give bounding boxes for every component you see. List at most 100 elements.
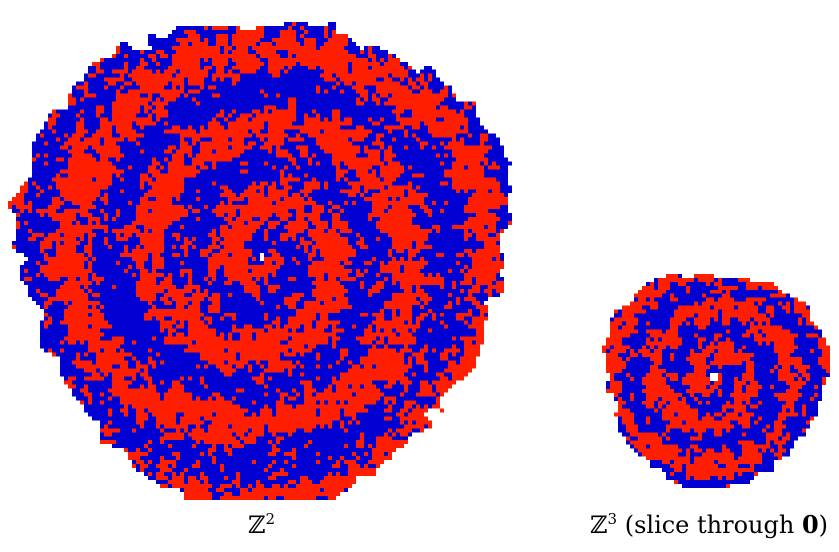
z2-blue-cells	[296, 237, 300, 242]
z2-red-cells	[104, 137, 124, 142]
z2-blue-cells	[304, 197, 308, 202]
z2-blue-cells	[176, 97, 192, 102]
z2-red-cells	[144, 105, 152, 110]
z3-red-cells	[602, 345, 610, 350]
z2-red-cells	[112, 336, 124, 341]
z2-blue-cells	[184, 89, 188, 94]
z2-blue-cells	[304, 364, 316, 369]
z2-blue-cells	[296, 388, 304, 393]
z2-blue-cells	[380, 137, 392, 142]
z2-blue-cells	[64, 340, 68, 345]
z2-blue-cells	[208, 205, 216, 210]
z2-red-cells	[88, 221, 92, 226]
z2-blue-cells	[300, 133, 308, 138]
z2-red-cells	[464, 229, 468, 234]
z2-blue-cells	[132, 460, 136, 465]
z2-red-cells	[368, 352, 404, 357]
z2-blue-cells	[100, 372, 104, 377]
z2-red-cells	[304, 193, 308, 198]
z2-red-cells	[316, 225, 328, 230]
z3-blue-cells	[706, 337, 714, 342]
z3-red-cells	[682, 376, 710, 381]
z2-blue-cells	[116, 53, 124, 58]
z2-blue-cells	[148, 364, 152, 369]
z3-blue-cells	[630, 345, 642, 350]
z2-blue-cells	[108, 157, 116, 162]
z2-blue-cells	[252, 332, 256, 337]
z2-red-cells	[288, 368, 292, 373]
z2-red-cells	[396, 412, 404, 417]
z2-red-cells	[352, 201, 356, 206]
z2-red-cells	[412, 352, 424, 357]
z2-red-cells	[304, 41, 316, 46]
z3-blue-cells	[758, 285, 762, 290]
z2-red-cells	[332, 376, 336, 381]
z3-blue-cells	[758, 329, 762, 334]
z3-blue-cells	[790, 305, 794, 310]
z2-blue-cells	[308, 193, 348, 198]
z3-red-cells	[718, 376, 722, 381]
z2-red-cells	[264, 93, 268, 98]
z2-red-cells	[16, 221, 20, 226]
z2-blue-cells	[20, 272, 36, 277]
z3-red-cells	[762, 329, 790, 334]
z2-blue-cells	[104, 400, 120, 405]
z2-blue-cells	[464, 268, 468, 273]
z2-red-cells	[320, 408, 340, 413]
z2-red-cells	[380, 57, 384, 62]
z2-blue-cells	[132, 352, 156, 357]
z2-red-cells	[256, 276, 260, 281]
z2-blue-cells	[184, 388, 236, 393]
z2-red-cells	[80, 340, 84, 345]
z2-red-cells	[360, 245, 368, 250]
z2-blue-cells	[276, 444, 304, 449]
z2-blue-cells	[372, 340, 376, 345]
z3-red-cells	[618, 400, 626, 405]
z2-blue-cells	[464, 253, 468, 257]
z2-blue-cells	[464, 113, 476, 118]
z2-blue-cells	[80, 356, 96, 361]
z2-red-cells	[272, 109, 296, 114]
z3-red-cells	[630, 376, 634, 381]
z2-blue-cells	[424, 256, 472, 261]
z3-red-cells	[754, 472, 758, 477]
z2-blue-cells	[316, 496, 328, 500]
z3-blue-cells	[630, 333, 650, 338]
z2-red-cells	[212, 420, 332, 425]
z2-red-cells	[472, 260, 504, 265]
z2-blue-cells	[344, 264, 380, 269]
z2-blue-cells	[168, 157, 172, 162]
z2-red-cells	[104, 193, 108, 198]
z2-blue-cells	[240, 480, 256, 485]
z2-red-cells	[212, 253, 228, 257]
z2-red-cells	[128, 165, 132, 170]
z2-red-cells	[240, 213, 272, 218]
z3-blue-cells	[746, 408, 782, 413]
z2-blue-cells	[360, 364, 364, 369]
z2-blue-cells	[320, 452, 352, 457]
z3-red-cells	[794, 309, 810, 314]
z2-blue-cells	[164, 49, 176, 54]
z2-blue-cells	[260, 296, 284, 301]
z2-red-cells	[408, 320, 412, 325]
z2-red-cells	[372, 284, 384, 289]
z2-red-cells	[460, 268, 464, 273]
z3-blue-cells	[758, 305, 766, 310]
z2-blue-cells	[308, 113, 316, 118]
z2-blue-cells	[396, 312, 400, 317]
z3-blue-cells	[670, 281, 678, 286]
z2-blue-cells	[208, 165, 212, 170]
z2-red-cells	[88, 396, 92, 401]
z2-blue-cells	[124, 376, 132, 381]
z2-blue-cells	[100, 280, 136, 285]
z2-blue-cells	[156, 336, 164, 341]
z3-blue-cells	[618, 309, 622, 314]
z2-blue-cells	[488, 189, 492, 194]
z2-red-cells	[144, 225, 168, 230]
z2-blue-cells	[236, 209, 240, 214]
z2-blue-cells	[28, 268, 40, 273]
z3-red-cells	[774, 341, 794, 346]
z2-red-cells	[108, 81, 116, 86]
z2-red-cells	[164, 97, 176, 102]
z2-blue-cells	[436, 392, 440, 397]
